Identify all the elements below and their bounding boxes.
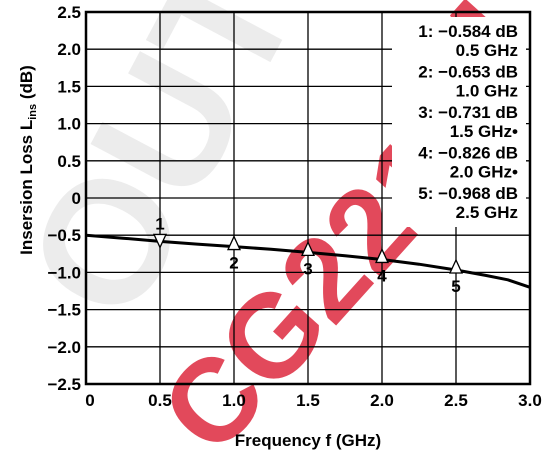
marker-label-3: 3: [303, 259, 312, 278]
marker-triangle-2: [226, 235, 242, 251]
marker-2: 2: [226, 235, 242, 273]
series-layer: [85, 233, 531, 289]
x-tick-label: 3.0: [518, 391, 542, 410]
y-axis-title-subscript: ins: [27, 104, 39, 120]
plot-border: [84, 10, 532, 386]
marker-label-2: 2: [229, 254, 238, 273]
legend-entry-value-3: 3: −0.731 dB: [418, 103, 518, 122]
series-line-1: [85, 233, 531, 289]
x-tick-label: 0.5: [148, 391, 172, 410]
marker-5: 5: [448, 258, 464, 296]
legend: 1: −0.584 dB0.5 GHz 2: −0.653 dB1.0 GHz 3:…: [392, 17, 526, 227]
marker-triangle-1: [152, 233, 168, 250]
x-axis-title: Frequency f (GHz): [235, 431, 381, 450]
y-tick-label: 0.5: [57, 152, 81, 171]
y-tick-label: 2.0: [57, 40, 81, 59]
marker-1: 1: [152, 214, 168, 250]
y-tick-label: 0: [72, 189, 81, 208]
y-axis-title: Insersion Loss Lins (dB): [17, 65, 39, 255]
legend-background: [392, 17, 526, 227]
marker-label-4: 4: [377, 266, 387, 285]
legend-entry-frequency-3: 1.5 GHz•: [450, 122, 518, 141]
legend-entry-value-2: 2: −0.653 dB: [418, 63, 518, 82]
x-tick-labels: 0 0.5 1.0 1.5 2.0 2.5 3.0: [85, 391, 542, 410]
x-tick-label: 2.0: [370, 391, 394, 410]
marker-3: 3: [300, 240, 316, 278]
marker-triangle-5: [448, 258, 464, 274]
legend-entry-frequency-2: 1.0 GHz: [456, 82, 518, 101]
legend-entry-value-4: 4: −0.826 dB: [418, 144, 518, 163]
y-axis-title-unit: (dB): [17, 65, 36, 104]
y-tick-label: −0.5: [47, 226, 81, 245]
marker-4: 4: [374, 247, 390, 285]
y-tick-label: 1.0: [57, 115, 81, 134]
y-tick-label: −1.5: [47, 301, 81, 320]
y-tick-labels: 2.5 2.0 1.5 1.0 0.5 0 −0.5 −1.0 −1.5 −2.0 −2.5: [47, 3, 81, 394]
legend-entry-frequency-5: 2.5 GHz: [456, 203, 518, 222]
legend-entry-value-5: 5: −0.968 dB: [418, 184, 518, 203]
legend-entry-frequency-4: 2.0 GHz•: [450, 163, 518, 182]
x-tick-label: 1.5: [296, 391, 320, 410]
x-tick-label: 1.0: [222, 391, 246, 410]
plot-frame: [84, 10, 532, 386]
x-tick-label: 2.5: [444, 391, 468, 410]
y-tick-label: −2.5: [47, 375, 81, 394]
legend-entry-frequency-1: 0.5 GHz: [456, 41, 518, 60]
y-tick-label: −2.0: [47, 338, 81, 357]
y-tick-label: 2.5: [57, 3, 81, 22]
x-tick-label: 0: [85, 391, 94, 410]
marker-triangle-3: [300, 240, 316, 257]
y-tick-label: 1.5: [57, 77, 81, 96]
markers-layer: 1 2 3 4 5: [152, 214, 464, 296]
marker-label-5: 5: [451, 277, 460, 296]
marker-label-1: 1: [155, 214, 164, 233]
y-tick-label: −1.0: [47, 263, 81, 282]
legend-entry-value-1: 1: −0.584 dB: [418, 22, 518, 41]
y-axis-title-main: Insersion Loss L: [17, 120, 36, 255]
marker-triangle-4: [374, 247, 390, 264]
